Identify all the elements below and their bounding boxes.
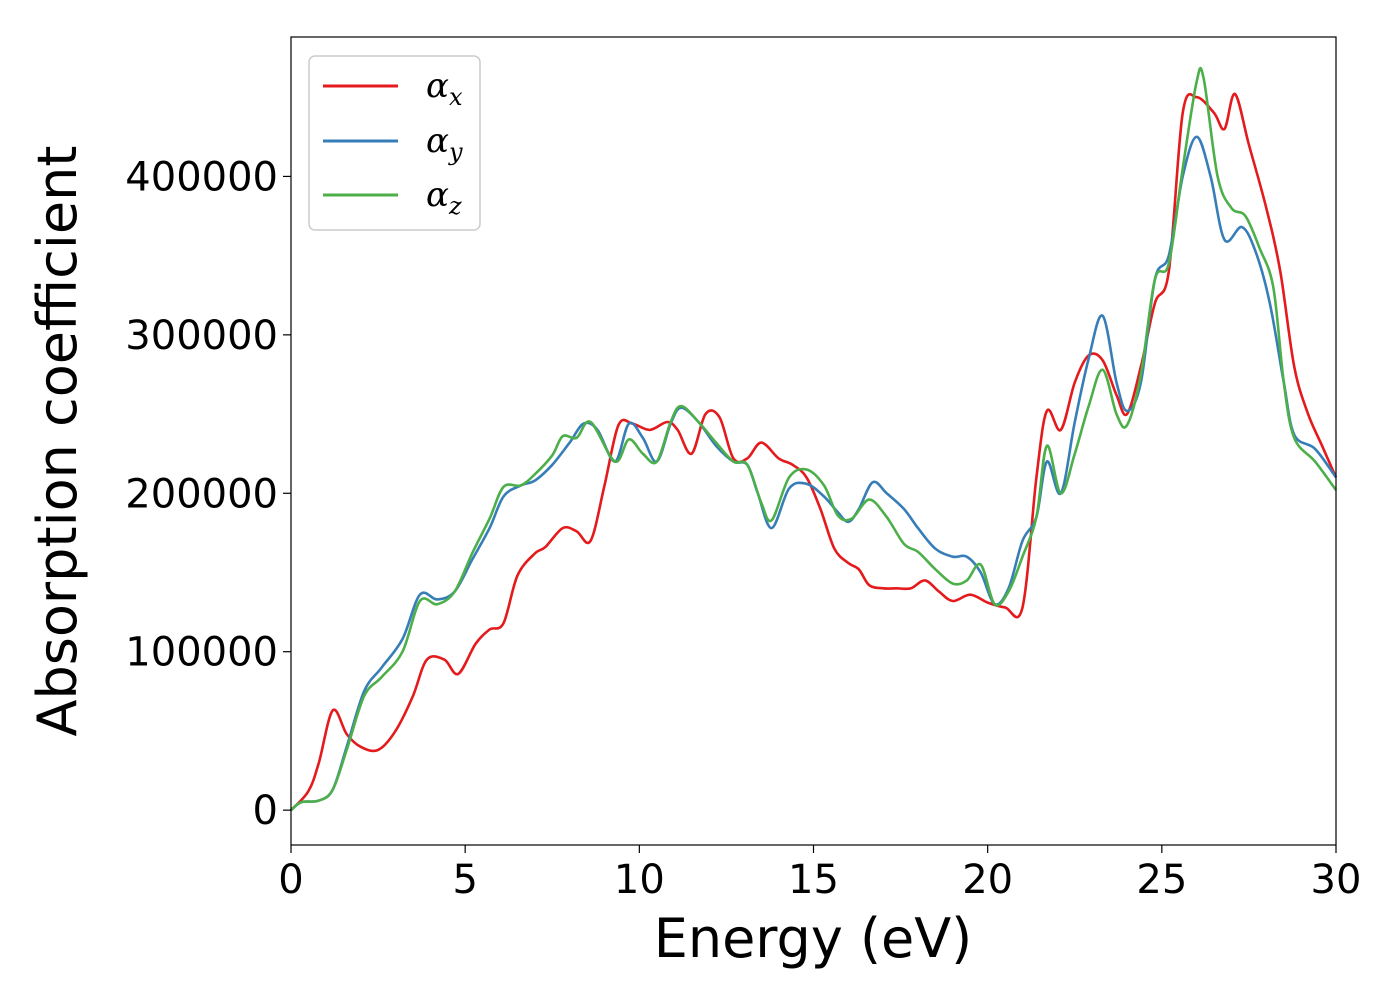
y-axis-label: Absorption coefficient [26, 146, 89, 737]
y-tick-label: 100000 [125, 630, 278, 676]
series-layer [290, 66, 1338, 812]
legend-box [308, 55, 481, 231]
x-tick-label: 5 [452, 857, 477, 903]
legend: αx αy αz [308, 55, 481, 231]
x-tick-label: 30 [1311, 857, 1362, 903]
series-line-alpha-z [290, 66, 1338, 812]
x-tick-label: 25 [1136, 857, 1187, 903]
x-tick-label: 0 [278, 857, 303, 903]
y-tick-label: 300000 [125, 313, 278, 359]
legend-label-y: αy [426, 121, 463, 166]
legend-label-x: αx [426, 66, 463, 111]
x-tick-label: 15 [788, 857, 839, 903]
y-tick-label: 400000 [125, 154, 278, 200]
x-axis-label: Energy (eV) [654, 907, 973, 970]
legend-label-z: αz [426, 175, 462, 220]
y-tick-label: 200000 [125, 471, 278, 517]
y-tick-label: 0 [253, 788, 278, 834]
x-tick-label: 20 [962, 857, 1013, 903]
x-ticks: 0 5 10 15 20 25 30 [278, 845, 1361, 903]
x-tick-label: 10 [614, 857, 665, 903]
y-ticks: 0 100000 200000 300000 400000 [125, 154, 291, 834]
